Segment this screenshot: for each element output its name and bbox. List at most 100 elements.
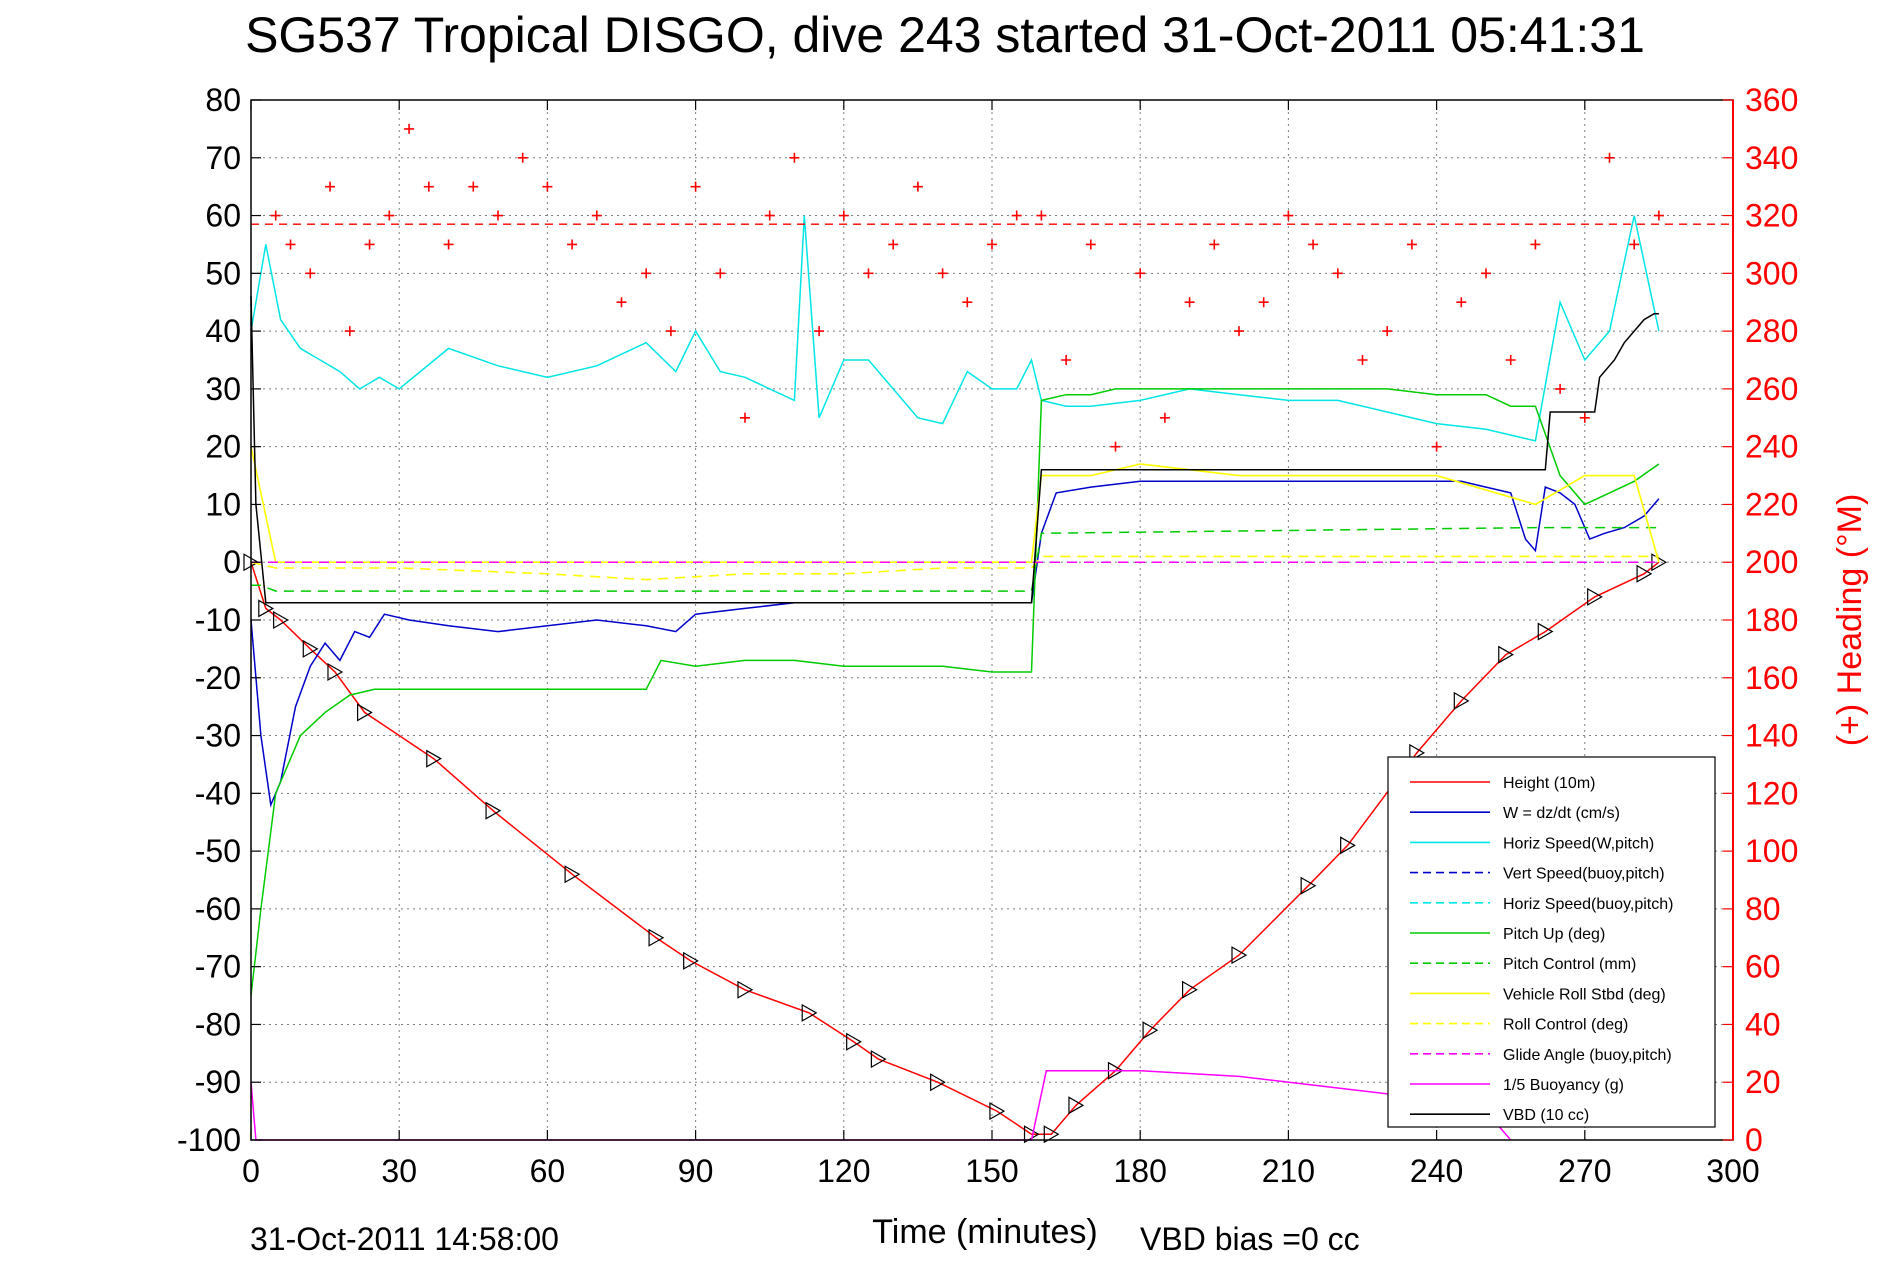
height-marker [1182,980,1198,999]
series-group [270,123,1664,452]
legend-label: Pitch Control (mm) [1503,956,1636,973]
heading-point [1234,326,1244,337]
heading-point [344,326,355,337]
height-marker [1453,691,1470,710]
x-tick-label: 300 [1706,1153,1759,1189]
series-group [250,480,1660,808]
heading-point [443,239,454,250]
x-tick-label: 150 [965,1153,1018,1189]
y2-tick-label: 80 [1745,891,1781,927]
y-tick-label: -30 [195,718,241,754]
y-tick-label: 60 [205,198,241,234]
height-marker [1498,645,1514,664]
y2-tick-label: 0 [1745,1122,1763,1158]
height-marker [870,1050,887,1069]
legend-label: Horiz Speed(buoy,pitch) [1503,896,1673,913]
y2-tick-label: 20 [1745,1064,1781,1100]
heading-point [641,268,652,279]
height-marker [258,599,275,618]
y-tick-label: -70 [195,949,241,985]
height-marker [564,865,581,884]
x-tick-label: 60 [530,1153,566,1189]
footer-timestamp: 31-Oct-2011 14:58:00 [250,1221,559,1257]
y-tick-label: -100 [177,1122,241,1158]
series-group [243,553,1668,1144]
heading-point [1530,239,1541,250]
y-tick-label: -40 [195,775,241,811]
x-tick-label: 30 [381,1153,417,1189]
series-line [250,480,1660,808]
heading-point [1653,210,1664,221]
y2-tick-label: 360 [1745,82,1798,118]
heading-point [567,239,578,250]
heading-point [1159,412,1170,423]
y-tick-label: 10 [205,486,241,522]
heading-point [325,181,336,192]
legend-label: Roll Control (deg) [1503,1017,1628,1034]
heading-point [715,268,726,279]
heading-point [423,181,434,192]
tick-layer [250,99,1734,1141]
heading-point [789,152,800,163]
heading-point [740,412,750,423]
x-tick-label: 90 [678,1153,714,1189]
height-marker [1340,836,1356,855]
x-tick-label: 240 [1410,1153,1463,1189]
heading-point [814,326,825,337]
heading-point [912,181,923,192]
heading-point [285,239,296,250]
height-marker [737,980,754,999]
series-group [250,215,1660,442]
legend-label: Pitch Up (deg) [1503,926,1605,943]
y-tick-label: 80 [205,82,241,118]
heading-point [1505,355,1516,365]
footer-vbd-bias: VBD bias =0 cc [1140,1221,1360,1257]
heading-point [1456,297,1467,308]
y2-tick-label: 280 [1745,313,1798,349]
heading-point [270,210,281,221]
heading-point [493,210,503,221]
heading-point [1258,297,1269,308]
heading-point [1604,152,1615,163]
heading-point [1308,239,1319,250]
height-marker [648,928,665,947]
series-group [250,1069,1512,1141]
y2-tick-label: 300 [1745,255,1798,291]
legend-label: Height (10m) [1503,775,1595,792]
heading-point [468,181,479,192]
y2-tick-label: 40 [1745,1006,1781,1042]
heading-point [838,210,849,221]
heading-point [1209,239,1220,250]
height-marker [1636,564,1653,583]
heading-point [962,297,973,308]
left-y-axis: 80 70 60 50 40 30 20 10 0 -10 -20 -30 -40 -50 -60 -70 -8… [177,82,241,1158]
height-marker [426,749,442,768]
height-marker [1043,1125,1060,1144]
height-marker [1068,1096,1085,1115]
y2-tick-label: 60 [1745,949,1781,985]
height-marker [1142,1021,1159,1040]
y2-tick-label: 100 [1745,833,1798,869]
y-tick-label: 70 [205,140,241,176]
height-marker [801,1003,818,1022]
legend-label: 1/5 Buoyancy (g) [1503,1077,1624,1094]
y2-tick-label: 340 [1745,140,1798,176]
height-marker [1300,876,1317,895]
heading-point [1283,210,1294,221]
x-tick-label: 210 [1262,1153,1315,1189]
series-group [251,526,1659,592]
legend-label: Vert Speed(buoy,pitch) [1503,866,1665,883]
series-line [250,215,1660,442]
heading-point [616,297,627,308]
series-line [251,526,1659,592]
y2-tick-label: 260 [1745,371,1798,407]
heading-point [1555,383,1566,394]
heading-point [404,123,415,134]
height-marker [989,1102,1006,1121]
heading-point [1135,268,1146,279]
height-marker [846,1032,862,1051]
y-tick-label: -90 [195,1064,241,1100]
series-group [250,555,1659,581]
height-marker [327,662,344,682]
